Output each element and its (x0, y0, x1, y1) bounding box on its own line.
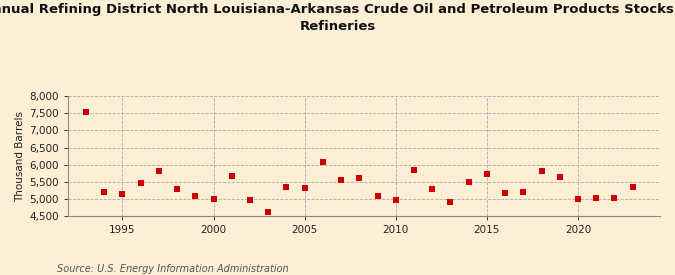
Text: Source: U.S. Energy Information Administration: Source: U.S. Energy Information Administ… (57, 264, 289, 274)
Y-axis label: Thousand Barrels: Thousand Barrels (15, 111, 25, 202)
Point (226, 174, 237, 178)
Point (208, 197, 219, 201)
Point (481, 172, 492, 176)
Point (536, 169, 547, 173)
Point (609, 196, 620, 200)
Point (244, 198, 255, 202)
Point (153, 169, 164, 173)
Point (135, 180, 146, 185)
Point (445, 200, 456, 204)
Point (372, 193, 383, 198)
Point (408, 168, 419, 172)
Point (117, 192, 128, 196)
Point (500, 191, 510, 195)
Point (335, 178, 346, 183)
Point (99, 190, 109, 194)
Point (317, 160, 328, 164)
Point (463, 180, 474, 185)
Point (627, 185, 638, 189)
Point (190, 193, 200, 198)
Point (80, 110, 91, 114)
Point (390, 198, 401, 203)
Point (427, 187, 437, 192)
Point (171, 187, 182, 192)
Point (281, 185, 292, 189)
Point (518, 190, 529, 194)
Point (572, 197, 583, 202)
Point (554, 175, 565, 179)
Point (591, 196, 601, 200)
Point (299, 186, 310, 190)
Point (354, 176, 364, 181)
Point (263, 210, 273, 214)
Text: Annual Refining District North Louisiana-Arkansas Crude Oil and Petroleum Produc: Annual Refining District North Louisiana… (0, 3, 675, 33)
